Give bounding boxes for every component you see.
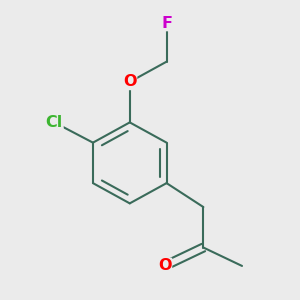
Text: Cl: Cl xyxy=(46,115,63,130)
Text: O: O xyxy=(123,74,136,89)
Text: F: F xyxy=(161,16,172,31)
Text: O: O xyxy=(158,258,172,273)
